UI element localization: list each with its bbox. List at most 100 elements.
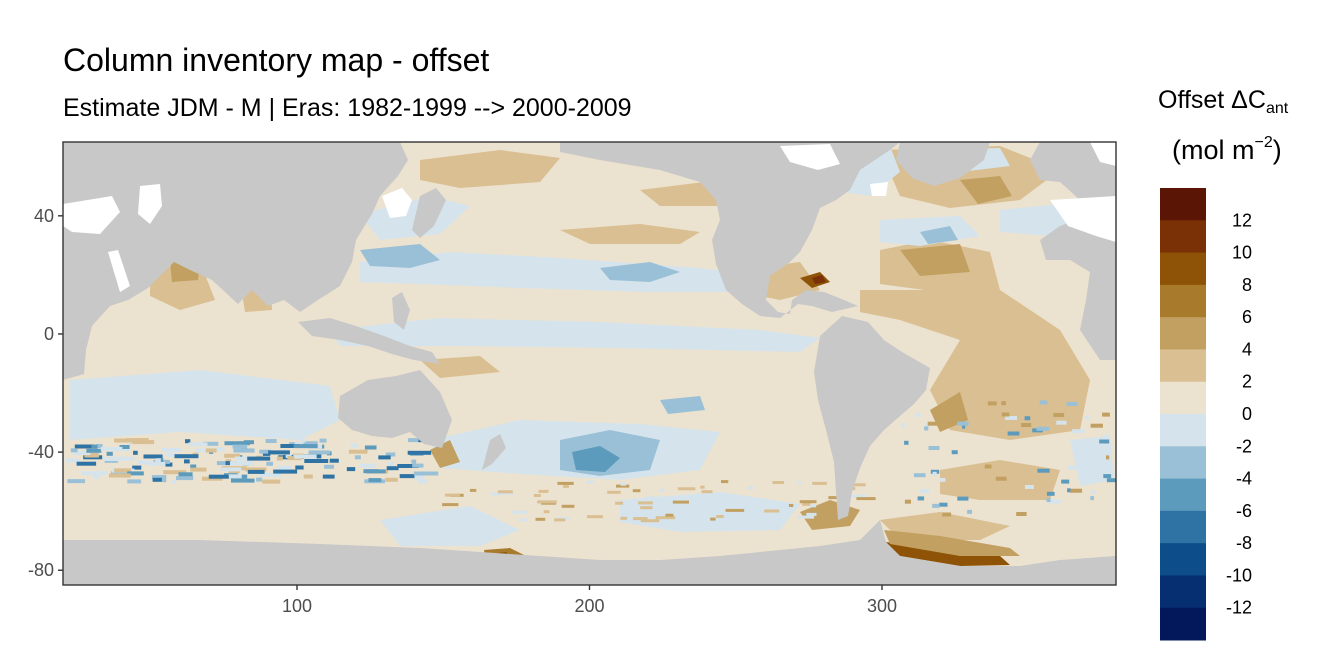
- y-tick-label: -40: [28, 442, 54, 462]
- legend-swatch: [1160, 220, 1206, 254]
- anomaly-streak: [721, 480, 729, 484]
- anomaly-streak: [538, 489, 549, 493]
- anomaly-streak: [1086, 455, 1094, 460]
- anomaly-region: [1070, 436, 1114, 486]
- anomaly-streak: [302, 441, 318, 446]
- anomaly-streak: [788, 504, 794, 507]
- land-africa-patch: [63, 350, 86, 380]
- anomaly-region: [420, 150, 560, 188]
- legend-label: 2: [1242, 372, 1252, 392]
- anomaly-streak: [1048, 499, 1061, 504]
- anomaly-region: [360, 244, 440, 268]
- anomaly-streak: [407, 450, 432, 455]
- anomaly-streak: [111, 471, 135, 476]
- anomaly-streak: [185, 439, 191, 444]
- anomaly-streak: [716, 515, 724, 518]
- map-subtitle: Estimate JDM - M | Eras: 1982-1999 --> 2…: [63, 94, 632, 122]
- y-tick-label: 40: [34, 206, 54, 226]
- legend-label: -4: [1236, 469, 1252, 489]
- x-axis: 100 200 300: [282, 585, 897, 616]
- map-panel: [63, 142, 1116, 585]
- anomaly-streak: [308, 450, 331, 455]
- legend-label: 0: [1242, 404, 1252, 424]
- anomaly-streak: [276, 456, 283, 461]
- anomaly-streak: [640, 512, 654, 516]
- anomaly-streak: [1104, 434, 1109, 439]
- anomaly-streak: [1036, 426, 1050, 431]
- legend-label: -2: [1236, 436, 1252, 456]
- legend-swatch: [1160, 317, 1206, 350]
- anomaly-streak: [942, 512, 952, 517]
- anomaly-streak: [640, 506, 653, 510]
- anomaly-streak: [350, 443, 359, 448]
- unmapped-areas: [63, 142, 1116, 292]
- anomaly-streak: [103, 457, 124, 461]
- anomaly-streak: [710, 517, 716, 521]
- anomaly-streak: [147, 461, 165, 466]
- anomaly-streak: [234, 456, 248, 461]
- anomaly-streak: [178, 472, 193, 477]
- anomaly-streak: [95, 444, 103, 448]
- anomaly-streak: [469, 488, 477, 492]
- anomaly-streak: [233, 448, 255, 453]
- anomaly-streak: [132, 465, 142, 470]
- anomaly-streak: [265, 439, 277, 443]
- anomaly-streak: [211, 447, 225, 452]
- anomaly-streak: [1037, 468, 1050, 473]
- anomaly-region: [880, 512, 1010, 540]
- anomaly-streak: [724, 517, 732, 521]
- anomaly-streak: [259, 472, 282, 477]
- anomaly-streak: [172, 479, 177, 484]
- unmapped-patch: [1090, 142, 1116, 166]
- anomaly-streak: [1106, 455, 1110, 460]
- anomaly-streak: [72, 451, 91, 455]
- legend-unit-pre: (mol m: [1172, 135, 1255, 165]
- anomaly-streak: [535, 517, 546, 521]
- anomaly-streak: [962, 424, 966, 429]
- legend-labels: 12 10 8 6 4 2 0 -2 -4 -6 -8 -10 -12: [1226, 210, 1252, 617]
- legend-label: -10: [1226, 565, 1252, 585]
- land-japan: [412, 188, 446, 238]
- land-south-america: [814, 316, 930, 520]
- anomaly-streak: [224, 441, 250, 446]
- anomaly-streak: [640, 519, 660, 523]
- anomaly-streak: [268, 450, 290, 455]
- anomaly-streak: [1090, 423, 1103, 428]
- anomaly-streak: [245, 467, 267, 472]
- anomaly-streak: [324, 464, 334, 469]
- anomaly-streak: [654, 496, 671, 500]
- anomaly-streak: [411, 459, 417, 464]
- anomaly-streak: [638, 501, 653, 505]
- anomaly-streak: [797, 515, 815, 519]
- legend-label: 6: [1242, 307, 1252, 327]
- legend-label: 10: [1232, 243, 1252, 263]
- land-philippines: [392, 292, 410, 330]
- anomaly-streak: [1046, 498, 1051, 502]
- anomaly-streak: [91, 444, 98, 449]
- anomaly-streak: [126, 438, 149, 443]
- anomaly-streak: [304, 459, 329, 463]
- anomaly-streak: [498, 491, 514, 495]
- anomaly-streak: [497, 490, 513, 494]
- legend-unit-superscript: −2: [1254, 134, 1273, 151]
- anomaly-streak: [747, 486, 754, 490]
- anomaly-streak: [301, 438, 306, 443]
- anomaly-streak: [1099, 439, 1110, 444]
- anomaly-streak: [417, 479, 428, 484]
- anomaly-streak: [397, 464, 419, 468]
- land-europe-africa: [1030, 142, 1116, 360]
- legend-title: Offset ΔCant: [1158, 86, 1288, 118]
- anomaly-streak: [810, 504, 817, 508]
- anomaly-streak: [913, 473, 926, 478]
- anomaly-region: [960, 176, 1012, 204]
- anomaly-streak: [329, 458, 339, 463]
- anomaly-streak: [348, 449, 368, 454]
- anomaly-streak: [165, 462, 173, 467]
- anomaly-streak: [561, 504, 575, 508]
- legend-swatch: [1160, 478, 1206, 512]
- anomaly-streak: [774, 507, 780, 511]
- legend-label: -12: [1226, 598, 1252, 618]
- anomaly-streak: [932, 503, 940, 508]
- anomaly-streak: [812, 481, 827, 485]
- anomaly-streak: [133, 450, 138, 455]
